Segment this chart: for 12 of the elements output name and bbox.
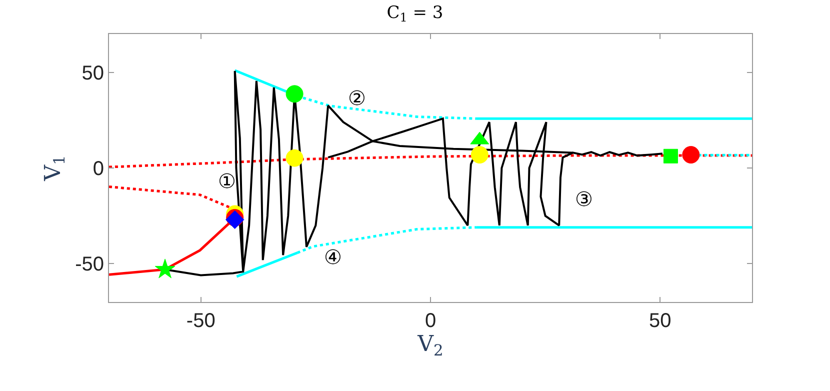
- annotation: ①: [218, 169, 236, 193]
- annotation: ②: [348, 86, 366, 110]
- x-tick-label: 50: [649, 310, 672, 332]
- y-tick-label: 0: [92, 158, 104, 180]
- y-tick-label: 50: [82, 62, 104, 84]
- x-axis-title: V$_{2}$: [416, 332, 444, 360]
- annotation: ④: [324, 245, 342, 269]
- x-tick-label: -50: [186, 310, 216, 332]
- x-tick-label: 0: [424, 310, 436, 332]
- chart-title: C$_{1}$ = 3: [386, 2, 444, 24]
- y-tick-label: -50: [75, 254, 104, 276]
- annotation: ③: [575, 187, 593, 211]
